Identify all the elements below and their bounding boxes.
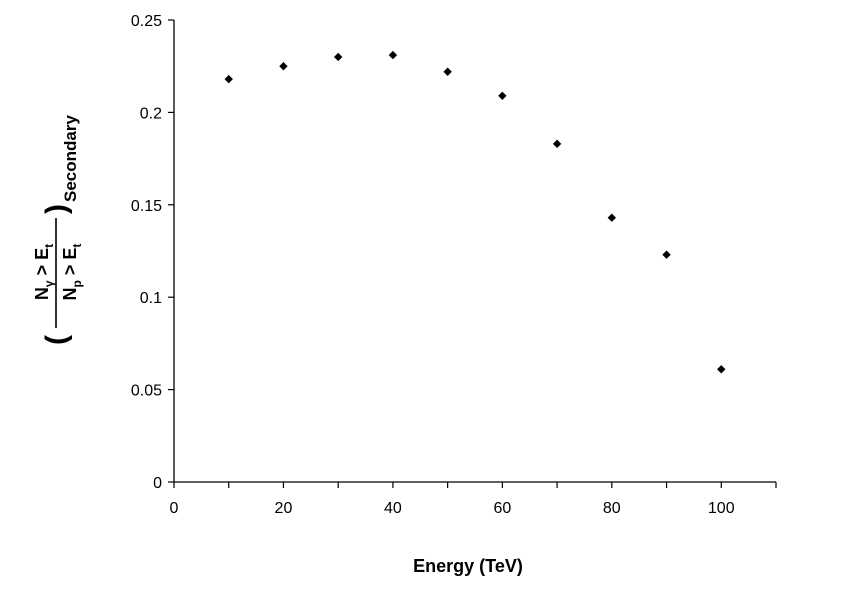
axes [173, 20, 776, 483]
data-point [224, 74, 233, 84]
data-point [717, 365, 726, 374]
y-tick-label: 0.2 [140, 105, 162, 122]
data-point [662, 250, 671, 259]
data-point [333, 52, 343, 62]
x-tick-label: 60 [493, 500, 511, 517]
x-tick-label: 0 [170, 500, 179, 517]
data-point [607, 213, 617, 222]
y-title-open-paren: ( [40, 335, 73, 345]
y-tick-label: 0 [153, 475, 162, 492]
data-point [443, 67, 452, 76]
y-tick-label: 0.15 [131, 198, 162, 215]
y-title-denominator: Np > Et [60, 244, 84, 301]
x-tick-label: 100 [708, 500, 735, 517]
data-points [224, 50, 726, 374]
y-tick-label: 0.05 [131, 383, 162, 400]
data-point [498, 91, 507, 100]
y-tick-label: 0.25 [131, 13, 162, 30]
y-title-numerator: Nγ > Et [32, 244, 56, 300]
data-point [279, 62, 288, 71]
y-tick-label: 0.1 [140, 290, 162, 307]
data-point [388, 50, 398, 60]
x-axis-ticks: 0 20 40 60 80 100 [170, 482, 777, 517]
x-tick-label: 40 [384, 500, 402, 517]
x-axis-title: Energy (TeV) [413, 556, 523, 576]
y-title-close-paren: ) [40, 204, 73, 214]
y-axis-ticks: 0 0.05 0.1 0.15 0.2 0.25 [131, 13, 174, 492]
y-axis-title: ( Nγ > Et Np > Et ) Secondary [32, 115, 84, 345]
x-tick-label: 20 [275, 500, 293, 517]
y-title-subscript: Secondary [61, 115, 80, 202]
x-tick-label: 80 [603, 500, 621, 517]
data-point [552, 139, 562, 149]
